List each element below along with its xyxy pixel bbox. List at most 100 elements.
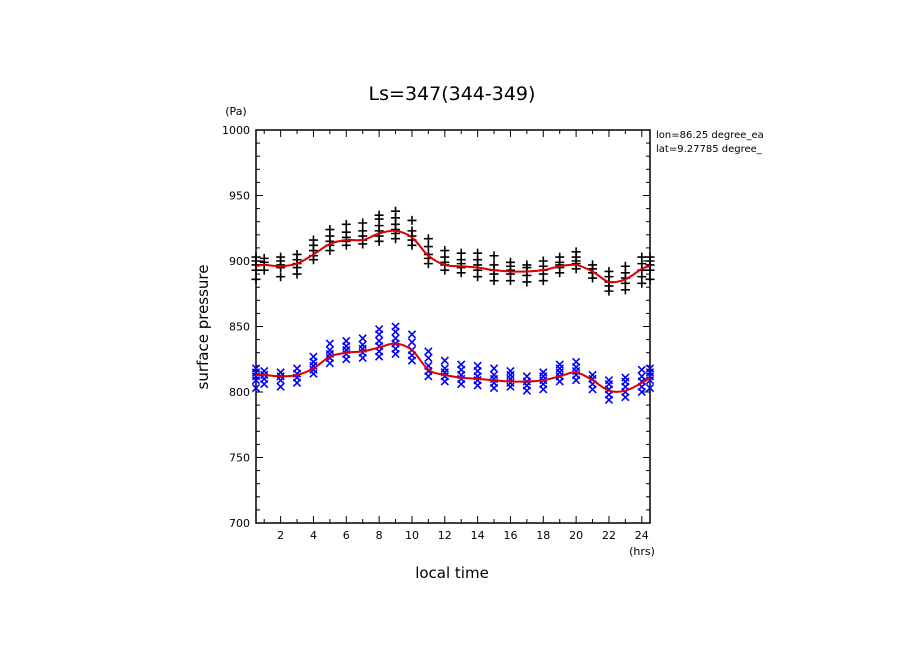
plus-marker xyxy=(571,247,581,257)
plot-frame xyxy=(255,129,651,524)
plus-marker xyxy=(489,260,499,270)
plus-marker xyxy=(645,252,655,262)
plus-marker xyxy=(292,249,302,259)
x-unit-label: (hrs) xyxy=(629,545,655,558)
plus-marker xyxy=(423,234,433,244)
plus-marker xyxy=(423,242,433,252)
cross-marker xyxy=(391,334,400,343)
plus-marker xyxy=(407,226,417,236)
cross-marker xyxy=(374,324,384,334)
y-tick-label: 750 xyxy=(229,452,250,465)
x-tick-label: 4 xyxy=(310,529,317,542)
y-tick-label: 700 xyxy=(229,517,250,530)
plus-marker xyxy=(341,227,351,237)
cross-marker xyxy=(251,383,261,393)
y-unit-label: (Pa) xyxy=(225,105,246,118)
cross-marker xyxy=(276,382,285,391)
plus-marker xyxy=(308,235,318,245)
plus-marker xyxy=(620,261,630,271)
plus-marker xyxy=(276,272,286,282)
cross-marker xyxy=(588,370,597,380)
plus-marker xyxy=(505,257,515,267)
cross-marker xyxy=(358,340,367,350)
cross-marker xyxy=(374,336,384,346)
cross-marker xyxy=(440,364,449,373)
cross-marker xyxy=(645,364,655,373)
lon-annotation: lon=86.25 degree_ea xyxy=(656,130,764,141)
x-axis-label: local time xyxy=(415,564,489,582)
cross-marker xyxy=(440,356,449,365)
cross-marker xyxy=(522,372,532,381)
y-tick-label: 950 xyxy=(229,190,250,203)
cross-marker xyxy=(358,334,367,343)
cross-marker xyxy=(637,372,646,381)
lat-annotation: lat=9.27785 degree_ xyxy=(656,144,763,155)
plus-marker xyxy=(637,252,647,262)
plus-marker xyxy=(645,274,655,284)
plus-marker xyxy=(440,246,450,256)
plus-marker xyxy=(259,253,269,263)
cross-marker xyxy=(621,373,630,382)
x-tick-label: 20 xyxy=(569,529,583,542)
x-tick-label: 16 xyxy=(503,529,517,542)
cross-marker xyxy=(506,366,515,376)
y-tick-label: 850 xyxy=(229,321,250,334)
cross-marker xyxy=(260,366,269,376)
plus-marker xyxy=(358,226,368,236)
y-tick-label: 900 xyxy=(229,255,250,268)
cross-marker xyxy=(251,364,261,373)
x-tick-label: 18 xyxy=(536,529,550,542)
plus-marker xyxy=(604,266,614,276)
cross-marker xyxy=(276,368,285,377)
x-tick-label: 24 xyxy=(635,529,649,542)
cross-marker xyxy=(407,338,417,347)
x-tick-label: 6 xyxy=(343,529,350,542)
data-marks xyxy=(251,206,655,405)
plus-marker xyxy=(456,248,466,258)
x-tick-label: 2 xyxy=(277,529,284,542)
plus-marker xyxy=(407,215,417,225)
plus-marker xyxy=(391,206,401,216)
plus-marker xyxy=(473,248,483,258)
y-axis-label: surface pressure xyxy=(194,265,212,390)
cross-marker xyxy=(292,364,302,373)
cross-marker xyxy=(309,352,318,361)
cross-marker xyxy=(342,336,351,346)
cross-marker xyxy=(424,347,433,356)
y-tick-label: 1000 xyxy=(222,124,250,137)
plus-marker xyxy=(522,260,532,270)
chart-title: Ls=347(344-349) xyxy=(369,83,536,105)
fit-line-blue-series xyxy=(255,342,651,393)
cross-marker xyxy=(325,345,335,355)
cross-marker xyxy=(489,370,499,380)
cross-marker xyxy=(424,353,433,363)
cross-marker xyxy=(637,365,646,374)
cross-marker xyxy=(473,361,482,370)
x-tick-label: 10 xyxy=(405,529,419,542)
cross-marker xyxy=(489,364,499,373)
x-tick-label: 8 xyxy=(376,529,383,542)
x-tick-label: 22 xyxy=(602,529,616,542)
cross-marker xyxy=(407,330,417,339)
y-tick-label: 800 xyxy=(229,386,250,399)
cross-marker xyxy=(391,322,400,331)
plus-marker xyxy=(276,252,286,262)
x-tick-label: 14 xyxy=(471,529,485,542)
fit-line-black-series xyxy=(255,229,651,284)
plus-marker xyxy=(555,252,565,262)
plus-marker xyxy=(374,210,384,220)
plus-marker xyxy=(341,219,351,229)
plus-marker xyxy=(588,260,598,270)
cross-marker xyxy=(325,339,335,348)
plus-marker xyxy=(358,218,368,228)
cross-marker xyxy=(604,376,614,385)
plus-marker xyxy=(325,225,335,235)
cross-marker xyxy=(571,357,581,367)
axes: 2 4 6 8 10 12 14 16 18 20 22 2470075080085090095010… xyxy=(222,124,651,542)
plus-marker xyxy=(251,274,261,284)
cross-marker xyxy=(539,368,548,377)
plus-marker xyxy=(251,252,261,262)
x-tick-label: 12 xyxy=(438,529,452,542)
cross-marker xyxy=(457,360,466,369)
